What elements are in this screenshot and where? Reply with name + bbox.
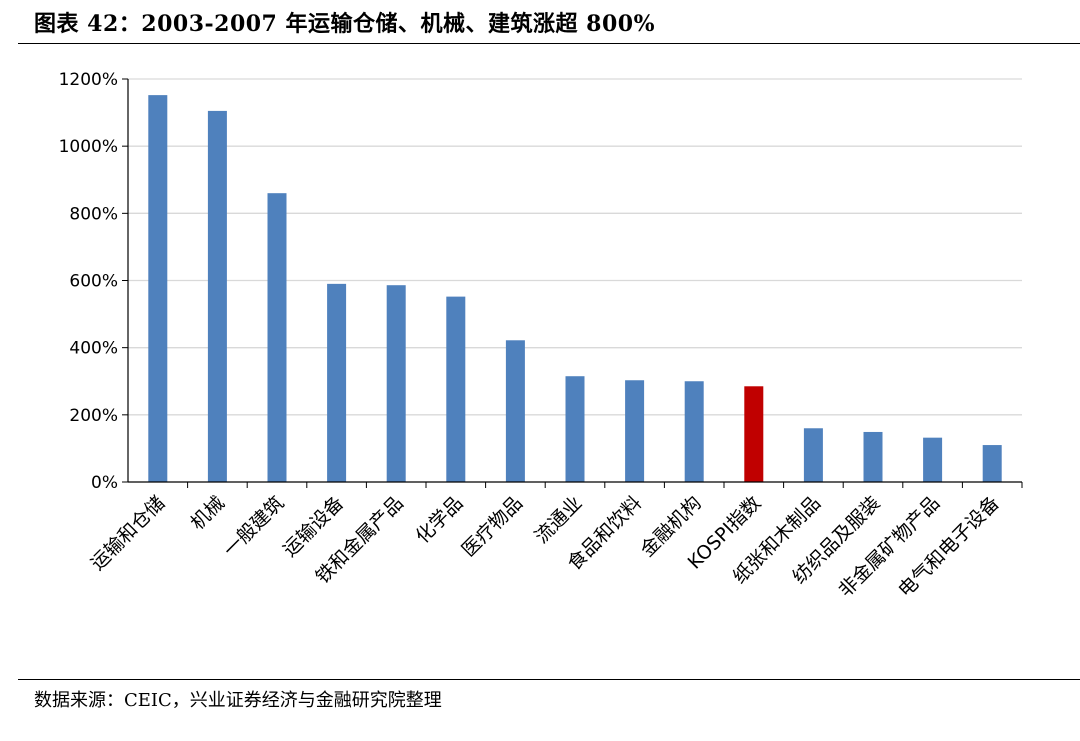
bar-9 [625, 380, 645, 482]
axes [122, 78, 1023, 488]
source-note: 数据来源：CEIC，兴业证券经济与金融研究院整理 [34, 690, 442, 711]
bar-5 [386, 285, 406, 482]
source-divider [18, 679, 1080, 680]
y-tick-labels: 0% 200% 400% 600% 800% 1000% 1200% [59, 70, 118, 493]
x-tick-label: 非金属矿物产品 [835, 492, 945, 602]
x-tick-label: 一般建筑 [219, 492, 288, 561]
bar-6 [446, 296, 466, 482]
bar-13 [863, 431, 883, 482]
bars [148, 95, 1002, 483]
x-tick-label: 电气和电子设备 [894, 492, 1004, 602]
figure-title: 图表 42：2003-2007 年运输仓储、机械、建筑涨超 800% [34, 11, 656, 37]
bar-12 [803, 428, 823, 482]
x-tick-label: 机械 [186, 492, 228, 534]
y-tick-label: 200% [69, 406, 118, 426]
bar-4 [327, 283, 347, 482]
bar-14 [923, 437, 943, 482]
bar-1 [148, 95, 168, 483]
bar-11 [744, 386, 764, 482]
bar-10 [684, 381, 704, 482]
gridlines [128, 78, 1022, 416]
y-tick-label: 800% [69, 204, 118, 224]
y-tick-label: 1000% [59, 137, 118, 157]
x-tick-label: 医疗物品 [458, 492, 527, 561]
y-tick-label: 400% [69, 339, 118, 359]
y-tick-label: 0% [91, 473, 118, 493]
bar-7 [505, 340, 525, 482]
x-tick-label: 运输和仓储 [87, 492, 170, 575]
x-tick-label: 化学品 [411, 492, 467, 548]
y-tick-label: 1200% [59, 70, 118, 90]
y-tick-label: 600% [69, 272, 118, 292]
bar-3 [267, 193, 287, 482]
bar-15 [982, 445, 1002, 482]
x-tick-label: 流通业 [531, 492, 587, 548]
bar-2 [207, 110, 227, 482]
title-divider [18, 43, 1080, 44]
bar-8 [565, 376, 585, 482]
